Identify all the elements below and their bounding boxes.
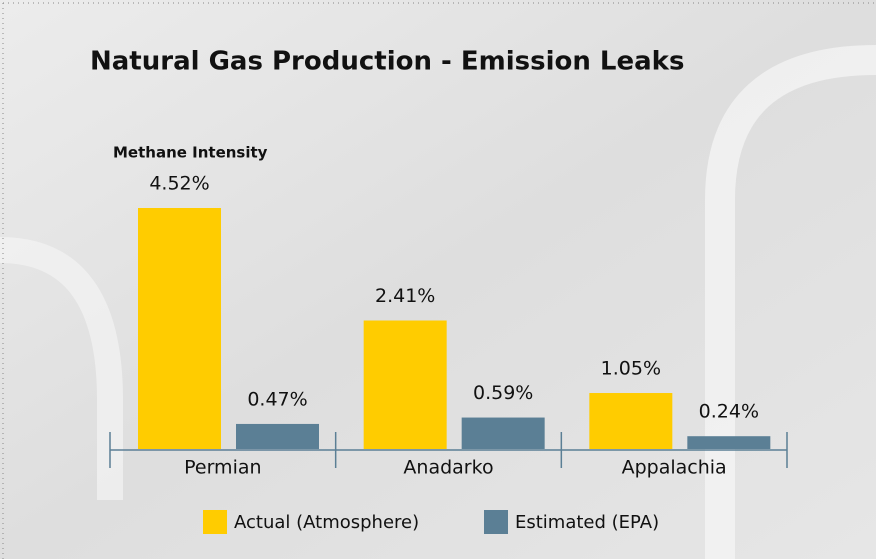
bar (589, 393, 672, 449)
value-label: 2.41% (375, 285, 435, 307)
x-tick-label: Anadarko (403, 457, 493, 479)
x-tick-label: Appalachia (622, 457, 727, 479)
bar (236, 424, 319, 449)
value-label: 4.52% (149, 173, 209, 195)
legend-swatch (484, 510, 508, 534)
chart-subtitle: Methane Intensity (113, 144, 268, 162)
bar (687, 436, 770, 449)
legend-label: Estimated (EPA) (515, 512, 659, 533)
value-label: 0.47% (247, 388, 307, 410)
chart: Natural Gas Production - Emission Leaks … (0, 0, 876, 559)
bar (364, 321, 447, 449)
bar (462, 418, 545, 449)
x-tick-label: Permian (184, 457, 261, 479)
value-label: 0.24% (699, 401, 759, 423)
value-label: 1.05% (601, 358, 661, 380)
legend-swatch (203, 510, 227, 534)
bar (138, 208, 221, 449)
page: {"chart_data": {"type": "bar", "title": … (0, 0, 876, 559)
legend-label: Actual (Atmosphere) (234, 512, 419, 533)
chart-title: Natural Gas Production - Emission Leaks (90, 47, 684, 77)
value-label: 0.59% (473, 382, 533, 404)
